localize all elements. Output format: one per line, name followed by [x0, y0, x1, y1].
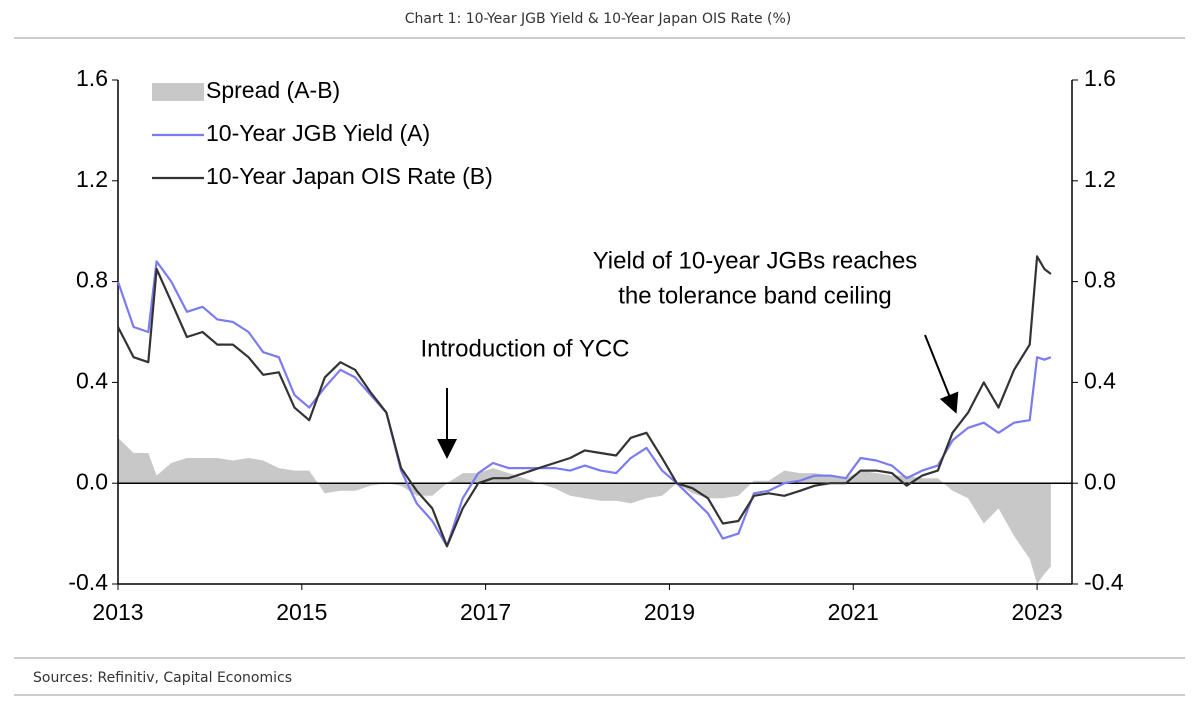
y-tick-label: 0.4 — [76, 367, 108, 393]
legend-label: 10-Year JGB Yield (A) — [206, 120, 430, 146]
x-tick-label: 2019 — [644, 599, 695, 625]
legend-swatch — [152, 83, 204, 101]
series-line — [117, 255, 1052, 548]
legend-label: 10-Year Japan OIS Rate (B) — [206, 163, 493, 189]
y2-tick-label: 0.4 — [1084, 367, 1116, 393]
y2-tick-label: 1.6 — [1084, 65, 1116, 91]
y-tick-label: 1.2 — [76, 166, 108, 192]
legend-label: Spread (A-B) — [206, 77, 340, 103]
x-tick-label: 2021 — [828, 599, 879, 625]
y2-tick-label: -0.4 — [1084, 569, 1124, 595]
annotation: the tolerance band ceiling — [618, 282, 892, 309]
x-tick-label: 2015 — [276, 599, 327, 625]
annotation: Introduction of YCC — [420, 335, 629, 362]
y2-tick-label: 0.8 — [1084, 267, 1116, 293]
y-tick-label: 0.8 — [76, 267, 108, 293]
x-tick-label: 2013 — [92, 599, 143, 625]
y-tick-label: 0.0 — [76, 468, 108, 494]
chart-title: Chart 1: 10-Year JGB Yield & 10-Year Jap… — [405, 11, 792, 27]
source: Sources: Refinitiv, Capital Economics — [33, 670, 292, 686]
y2-tick-label: 1.2 — [1084, 166, 1116, 192]
y-tick-label: -0.4 — [68, 569, 108, 595]
x-tick-label: 2023 — [1011, 599, 1062, 625]
x-tick-label: 2017 — [460, 599, 511, 625]
y-tick-label: 1.6 — [76, 65, 108, 91]
annotation-arrow — [924, 334, 959, 414]
y2-tick-label: 0.0 — [1084, 468, 1116, 494]
annotation: Yield of 10-year JGBs reaches — [593, 247, 918, 274]
series-line — [116, 260, 1052, 548]
spread-area — [118, 437, 1051, 584]
